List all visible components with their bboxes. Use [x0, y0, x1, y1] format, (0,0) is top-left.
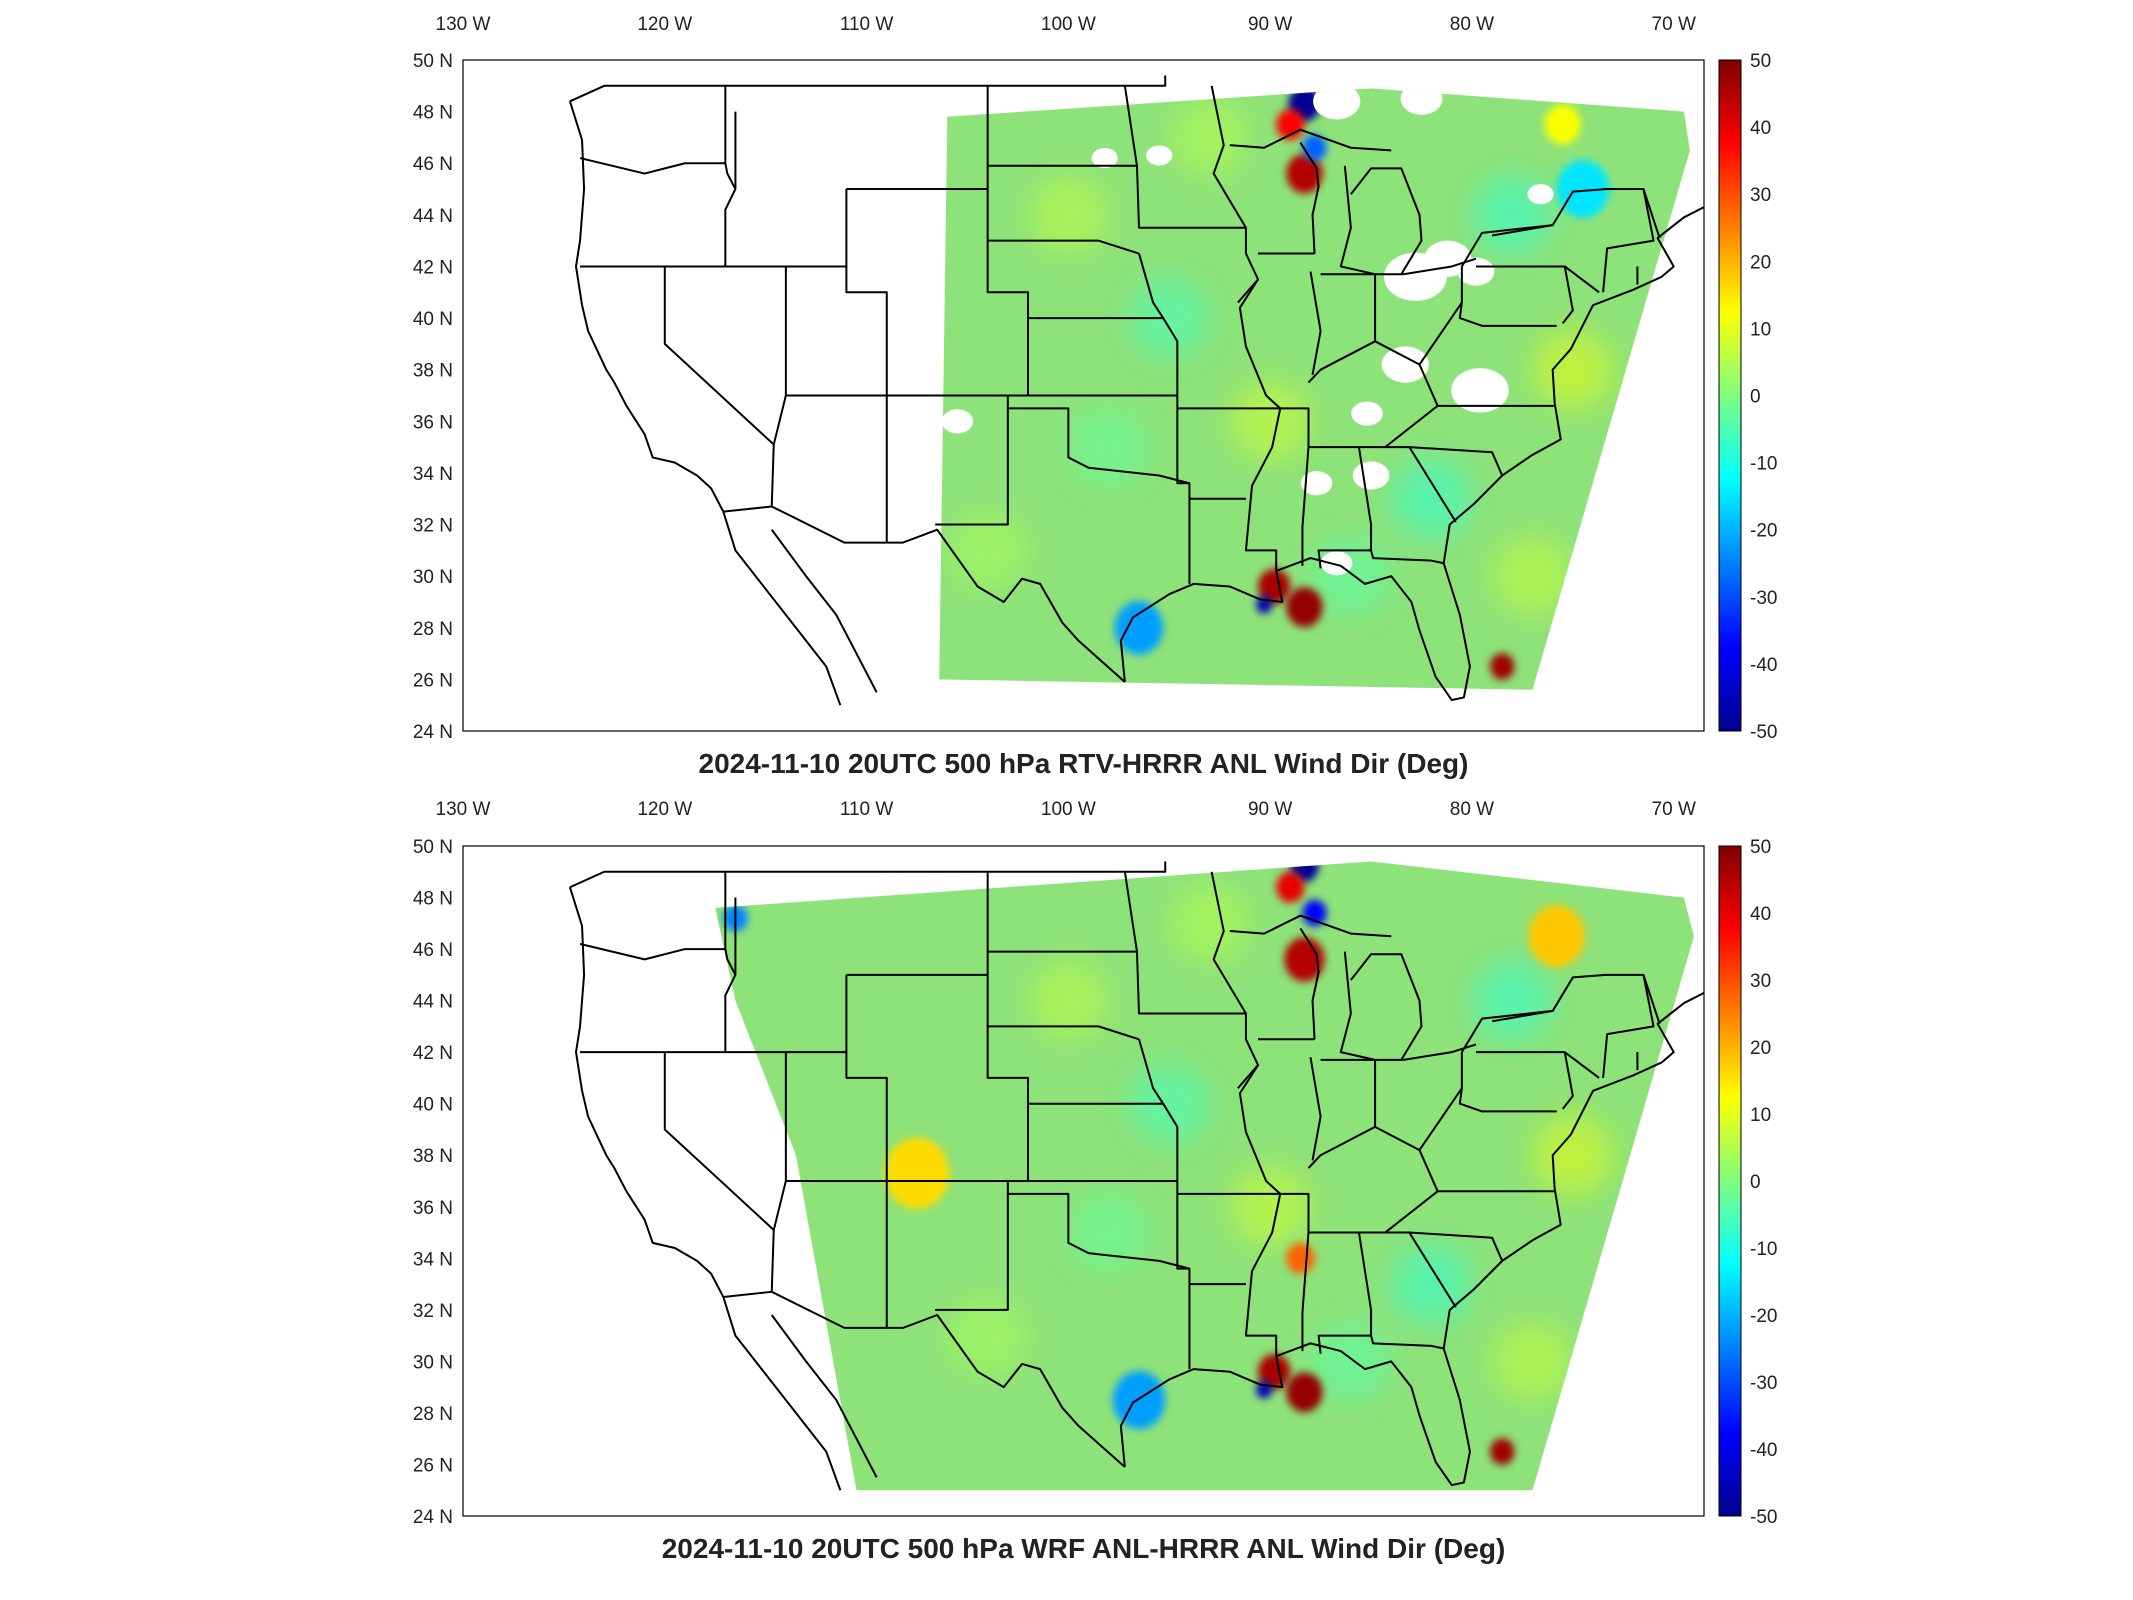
wind-anomaly: [1490, 1438, 1515, 1465]
colorbar: [1718, 59, 1742, 732]
lat-tick-label: 36 N: [413, 412, 453, 433]
wind-anomaly: [1114, 601, 1164, 655]
lon-tick-label: 70 W: [1652, 799, 1696, 820]
wind-anomaly: [1276, 871, 1305, 903]
colorbar-tick-label: 50: [1750, 51, 1771, 72]
wind-anomaly: [1286, 1242, 1315, 1274]
wind-anomaly: [1286, 1372, 1323, 1413]
wind-anomaly: [1556, 160, 1610, 218]
colorbar-tick-label: 0: [1750, 387, 1761, 408]
colorbar-tick-label: -40: [1750, 655, 1777, 676]
colorbar-tick-label: 40: [1750, 904, 1771, 925]
lat-tick-label: 38 N: [413, 1146, 453, 1167]
state-borders: [568, 75, 1704, 706]
lon-tick-label: 130 W: [436, 799, 491, 820]
lat-tick-label: 40 N: [413, 1095, 453, 1116]
map-frame: [462, 845, 1705, 1517]
lat-tick-label: 44 N: [413, 206, 453, 227]
lat-tick-label: 46 N: [413, 154, 453, 175]
lat-tick-label: 48 N: [413, 889, 453, 910]
map-panel-bottom: 130 W 120 W 110 W 100 W 90 W 80 W 70 W 50 N 48 …: [413, 799, 1778, 1564]
lat-tick-label: 50 N: [413, 51, 453, 72]
wind-anomaly: [1286, 587, 1323, 628]
lon-tick-label: 80 W: [1450, 799, 1494, 820]
latitude-tick-labels: 50 N 48 N 46 N 44 N 42 N 40 N 38 N 36 N 34 N 32 N…: [413, 837, 453, 1528]
lon-tick-label: 110 W: [840, 799, 894, 820]
colorbar-tick-label: 30: [1750, 971, 1771, 992]
colorbar-tick-label: -20: [1750, 521, 1777, 542]
colorbar-tick-label: 10: [1750, 1105, 1771, 1126]
colorbar-tick-label: -30: [1750, 588, 1777, 609]
panel-title: 2024-11-10 20UTC 500 hPa RTV-HRRR ANL Wi…: [699, 748, 1469, 779]
colorbar-tick-labels: 50 40 30 20 10 0 -10 -20 -30 -40 -50: [1750, 837, 1777, 1528]
wind-anomaly: [884, 1137, 950, 1209]
lon-tick-label: 70 W: [1652, 14, 1696, 35]
panel-title: 2024-11-10 20UTC 500 hPa WRF ANL-HRRR AN…: [662, 1533, 1506, 1564]
lon-tick-label: 100 W: [1041, 14, 1096, 35]
colorbar-tick-label: 20: [1750, 252, 1771, 273]
lon-tick-label: 90 W: [1248, 799, 1292, 820]
colorbar-tick-label: -30: [1750, 1373, 1777, 1394]
wind-anomaly: [1528, 905, 1585, 968]
lat-tick-label: 32 N: [413, 1301, 453, 1322]
colorbar-tick-label: -50: [1750, 722, 1777, 743]
lat-tick-label: 34 N: [413, 464, 453, 485]
lat-tick-label: 24 N: [413, 722, 453, 743]
wind-anomaly: [1544, 104, 1581, 145]
lat-tick-label: 28 N: [413, 1404, 453, 1425]
lat-tick-label: 30 N: [413, 567, 453, 588]
lat-tick-label: 38 N: [413, 361, 453, 382]
wind-anomaly: [1490, 653, 1515, 680]
wind-anomaly: [1302, 899, 1327, 927]
lat-tick-label: 30 N: [413, 1352, 453, 1373]
colorbar-tick-label: 10: [1750, 319, 1771, 340]
lat-tick-label: 26 N: [413, 1455, 453, 1476]
wind-anomaly: [1258, 568, 1291, 605]
map-frame: [462, 59, 1705, 732]
wind-direction-field: [715, 861, 1694, 1491]
colorbar: [1718, 845, 1742, 1517]
colorbar-tick-label: -50: [1750, 1507, 1777, 1528]
longitude-tick-labels: 130 W 120 W 110 W 100 W 90 W 80 W 70 W: [436, 14, 1696, 35]
colorbar-tick-labels: 50 40 30 20 10 0 -10 -20 -30 -40 -50: [1750, 51, 1777, 743]
lon-tick-label: 130 W: [436, 14, 491, 35]
colorbar-tick-label: 50: [1750, 837, 1771, 858]
lat-tick-label: 34 N: [413, 1249, 453, 1270]
longitude-tick-labels: 130 W 120 W 110 W 100 W 90 W 80 W 70 W: [436, 799, 1696, 820]
wind-anomaly: [1284, 937, 1325, 982]
colorbar-tick-label: 30: [1750, 185, 1771, 206]
lat-tick-label: 50 N: [413, 837, 453, 858]
state-borders: [568, 861, 1704, 1491]
lat-tick-label: 40 N: [413, 309, 453, 330]
lon-tick-label: 100 W: [1041, 799, 1096, 820]
map-panel-top: 130 W 120 W 110 W 100 W 90 W 80 W 70 W 50 N 48 …: [413, 14, 1778, 779]
lon-tick-label: 90 W: [1248, 14, 1292, 35]
lat-tick-label: 28 N: [413, 619, 453, 640]
lat-tick-label: 44 N: [413, 992, 453, 1013]
colorbar-tick-label: 20: [1750, 1038, 1771, 1059]
lat-tick-label: 46 N: [413, 940, 453, 961]
lon-tick-label: 110 W: [840, 14, 894, 35]
lat-tick-label: 24 N: [413, 1507, 453, 1528]
colorbar-tick-label: -10: [1750, 1239, 1777, 1260]
latitude-tick-labels: 50 N 48 N 46 N 44 N 42 N 40 N 38 N 36 N 34 N 32 N…: [413, 51, 453, 743]
colorbar-tick-label: 40: [1750, 118, 1771, 139]
colorbar-tick-label: -40: [1750, 1440, 1777, 1461]
lon-tick-label: 120 W: [637, 799, 692, 820]
lat-tick-label: 42 N: [413, 257, 453, 278]
lat-tick-label: 32 N: [413, 516, 453, 537]
wind-anomaly: [1258, 1353, 1291, 1390]
lat-tick-label: 42 N: [413, 1043, 453, 1064]
lat-tick-label: 26 N: [413, 670, 453, 691]
colorbar-tick-label: 0: [1750, 1172, 1761, 1193]
lat-tick-label: 48 N: [413, 103, 453, 124]
lon-tick-label: 120 W: [637, 14, 692, 35]
lon-tick-label: 80 W: [1450, 14, 1494, 35]
colorbar-tick-label: -10: [1750, 454, 1777, 475]
wind-anomaly: [1112, 1371, 1166, 1429]
wind-direction-field: [939, 88, 1690, 690]
colorbar-tick-label: -20: [1750, 1306, 1777, 1327]
lat-tick-label: 36 N: [413, 1198, 453, 1219]
